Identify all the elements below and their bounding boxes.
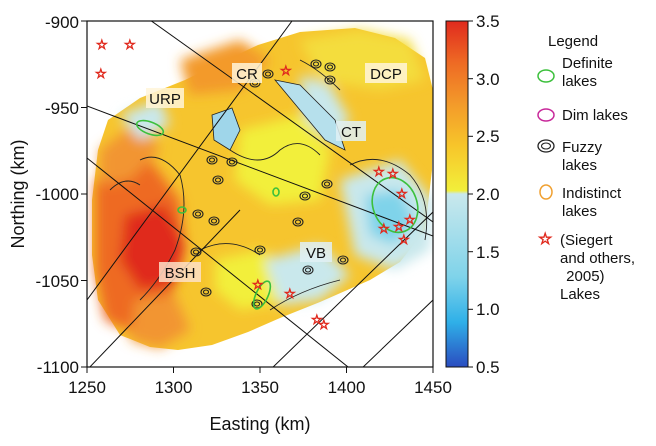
cb-tick-3-5: 3.5 — [476, 12, 500, 31]
svg-text:☆: ☆ — [404, 212, 416, 227]
colorbar-tick-labels: 3.5 3.0 2.5 2.0 1.5 1.0 0.5 — [476, 12, 500, 377]
label-dcp: DCP — [370, 66, 402, 83]
dim-lake-icon — [538, 109, 554, 121]
legend-definite-line2: lakes — [562, 73, 597, 90]
cb-tick-0-5: 0.5 — [476, 358, 500, 377]
svg-text:☆: ☆ — [396, 186, 408, 201]
y-tick-m1100: -1100 — [37, 358, 79, 377]
y-axis — [81, 21, 87, 367]
legend-fuzzy-line2: lakes — [562, 157, 597, 174]
y-tick-m1000: -1000 — [36, 185, 79, 204]
x-axis-label: Easting (km) — [209, 414, 310, 434]
x-axis — [87, 367, 433, 373]
svg-text:☆: ☆ — [252, 277, 264, 292]
y-tick-m900: -900 — [45, 13, 79, 32]
svg-text:☆: ☆ — [373, 164, 385, 179]
legend-siegert-line4: Lakes — [560, 286, 600, 303]
x-tick-1250: 1250 — [68, 378, 106, 397]
cb-tick-2-5: 2.5 — [476, 127, 500, 146]
y-tick-m950: -950 — [45, 99, 79, 118]
legend: Legend Definite lakes Dim lakes Fuzzy la… — [538, 33, 635, 303]
svg-text:☆: ☆ — [387, 166, 399, 181]
colorbar-ticks — [468, 21, 473, 367]
x-tick-1300: 1300 — [155, 378, 193, 397]
x-tick-labels: 1250 1300 1350 1400 1450 — [68, 378, 452, 397]
cb-tick-2-0: 2.0 — [476, 185, 500, 204]
siegert-star-icon: ☆ — [538, 231, 552, 248]
y-axis-label: Northing (km) — [8, 139, 28, 248]
cb-tick-3-0: 3.0 — [476, 70, 500, 89]
svg-text:☆: ☆ — [96, 37, 108, 52]
y-tick-m1050: -1050 — [36, 272, 79, 291]
svg-text:☆: ☆ — [318, 317, 330, 332]
label-cr: CR — [236, 66, 258, 83]
cb-tick-1-0: 1.0 — [476, 300, 500, 319]
svg-text:☆: ☆ — [398, 232, 410, 247]
label-vb: VB — [306, 245, 326, 262]
cb-tick-1-5: 1.5 — [476, 243, 500, 262]
svg-text:☆: ☆ — [284, 286, 296, 301]
legend-dim-line1: Dim lakes — [562, 107, 628, 124]
svg-text:☆: ☆ — [124, 37, 136, 52]
label-ct: CT — [341, 124, 361, 141]
svg-text:☆: ☆ — [378, 221, 390, 236]
x-tick-1450: 1450 — [414, 378, 452, 397]
legend-indistinct-line2: lakes — [562, 203, 597, 220]
legend-siegert-line3: 2005) — [562, 268, 605, 285]
colorbar — [446, 21, 468, 367]
x-tick-1350: 1350 — [241, 378, 279, 397]
label-bsh: BSH — [165, 265, 196, 282]
indistinct-lake-icon — [540, 185, 552, 199]
legend-siegert-line2: and others, — [560, 250, 635, 267]
y-tick-labels: -900 -950 -1000 -1050 -1100 — [36, 13, 79, 377]
definite-lake-icon — [538, 70, 554, 82]
label-urp: URP — [149, 91, 181, 108]
x-tick-1400: 1400 — [328, 378, 366, 397]
legend-indistinct-line1: Indistinct — [562, 185, 622, 202]
fuzzy-lake-icon-outer — [538, 140, 554, 152]
legend-definite-line1: Definite — [562, 55, 613, 72]
legend-fuzzy-line1: Fuzzy — [562, 139, 603, 156]
svg-text:☆: ☆ — [95, 66, 107, 81]
legend-siegert-line1: (Siegert — [560, 232, 613, 249]
fuzzy-lake-icon-inner — [542, 143, 551, 149]
svg-text:☆: ☆ — [280, 63, 292, 78]
legend-title: Legend — [548, 33, 598, 50]
